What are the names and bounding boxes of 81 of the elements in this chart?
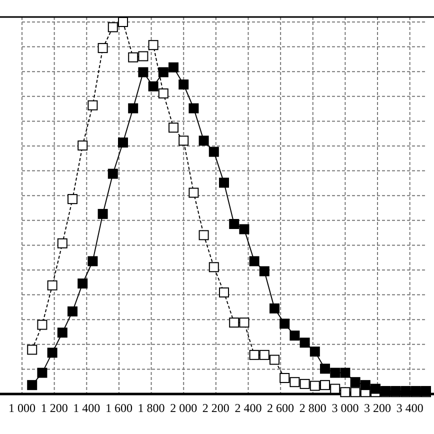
point — [280, 373, 290, 384]
point — [290, 330, 300, 341]
point — [198, 136, 209, 146]
point — [310, 380, 320, 391]
point — [370, 384, 380, 394]
point — [88, 100, 98, 110]
point — [340, 368, 350, 378]
x-tick-label: 1 000 — [8, 401, 36, 415]
point — [239, 224, 250, 234]
point — [198, 230, 209, 240]
point — [300, 378, 310, 389]
x-tick-label: 3 200 — [364, 401, 392, 415]
point — [249, 256, 260, 266]
point — [259, 266, 270, 276]
x-tick-label: 1 200 — [40, 401, 68, 415]
x-tick-label: 2 200 — [202, 401, 230, 415]
x-tick-label: 2 000 — [170, 401, 198, 415]
x-tick-label: 2 600 — [267, 401, 294, 415]
point — [310, 346, 320, 357]
point — [360, 380, 370, 390]
point — [249, 350, 260, 360]
point — [27, 380, 38, 390]
point — [168, 62, 178, 72]
point — [128, 52, 138, 62]
point — [37, 320, 48, 330]
point — [27, 344, 38, 355]
point — [350, 387, 360, 398]
point — [88, 256, 98, 266]
point — [57, 328, 68, 338]
x-tick-label: 2 800 — [299, 401, 326, 415]
point — [68, 194, 78, 204]
point — [320, 380, 330, 390]
point — [118, 138, 128, 148]
point — [138, 51, 148, 62]
point — [78, 140, 88, 151]
x-tick-label: 2 400 — [234, 401, 262, 415]
point — [108, 168, 118, 179]
point — [118, 17, 128, 27]
point — [148, 40, 158, 50]
point — [219, 178, 229, 188]
point — [158, 88, 168, 98]
point — [98, 208, 108, 219]
x-tick-label: 3 400 — [396, 401, 424, 415]
point — [128, 103, 138, 114]
point — [188, 188, 199, 198]
point — [178, 79, 189, 90]
point — [229, 218, 240, 229]
point — [208, 146, 219, 157]
point — [290, 377, 300, 388]
x-tick-label: 1 400 — [73, 401, 100, 415]
point — [219, 287, 229, 298]
point — [320, 364, 330, 374]
point — [108, 22, 118, 32]
point — [330, 384, 340, 394]
point — [340, 387, 350, 398]
point — [259, 350, 270, 360]
x-tick-label: 3 000 — [332, 401, 359, 415]
point — [178, 136, 189, 146]
point — [350, 377, 360, 388]
point — [229, 318, 240, 328]
point — [239, 318, 250, 328]
point — [270, 303, 280, 314]
point — [47, 280, 58, 290]
point — [330, 368, 340, 378]
point — [208, 262, 219, 272]
point — [300, 338, 310, 348]
point — [98, 43, 108, 54]
point — [37, 368, 48, 378]
point — [188, 103, 199, 114]
point — [68, 306, 78, 316]
x-tick-label: 1 600 — [105, 401, 132, 415]
x-tick-label: 1 800 — [138, 401, 165, 415]
point — [270, 354, 280, 365]
point — [57, 238, 68, 248]
point — [78, 278, 88, 289]
point — [148, 81, 158, 92]
point — [158, 67, 168, 78]
point — [280, 318, 290, 329]
point — [168, 122, 178, 133]
point — [138, 67, 148, 78]
point — [47, 348, 58, 358]
